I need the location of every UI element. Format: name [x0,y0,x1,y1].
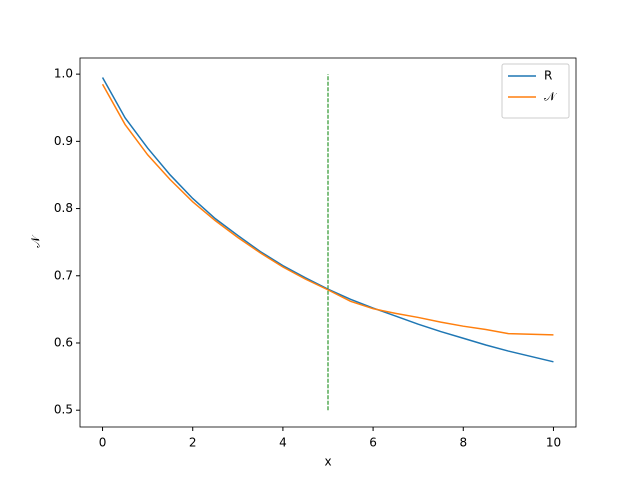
y-tick-label: 0.5 [54,403,73,417]
x-tick-label: 2 [189,436,197,450]
axes-frame [79,57,577,428]
x-tick-label: 6 [369,436,377,450]
data-line [101,83,554,336]
legend-label: R [544,69,552,83]
x-tick-label: 0 [99,436,107,450]
y-tick-label: 0.8 [54,201,73,215]
y-tick-label: 1.0 [54,67,73,81]
x-tick-label: 10 [546,436,561,450]
legend-box [501,63,570,119]
x-axis-label: x [324,455,331,469]
x-tick-label: 8 [459,436,467,450]
y-tick-label: 0.7 [54,268,73,282]
y-axis-label: 𝒩 [29,234,43,248]
legend-label: 𝒩 [544,90,558,104]
x-tick-label: 4 [279,436,287,450]
y-tick-label: 0.9 [54,134,73,148]
y-tick-label: 0.6 [54,335,73,349]
